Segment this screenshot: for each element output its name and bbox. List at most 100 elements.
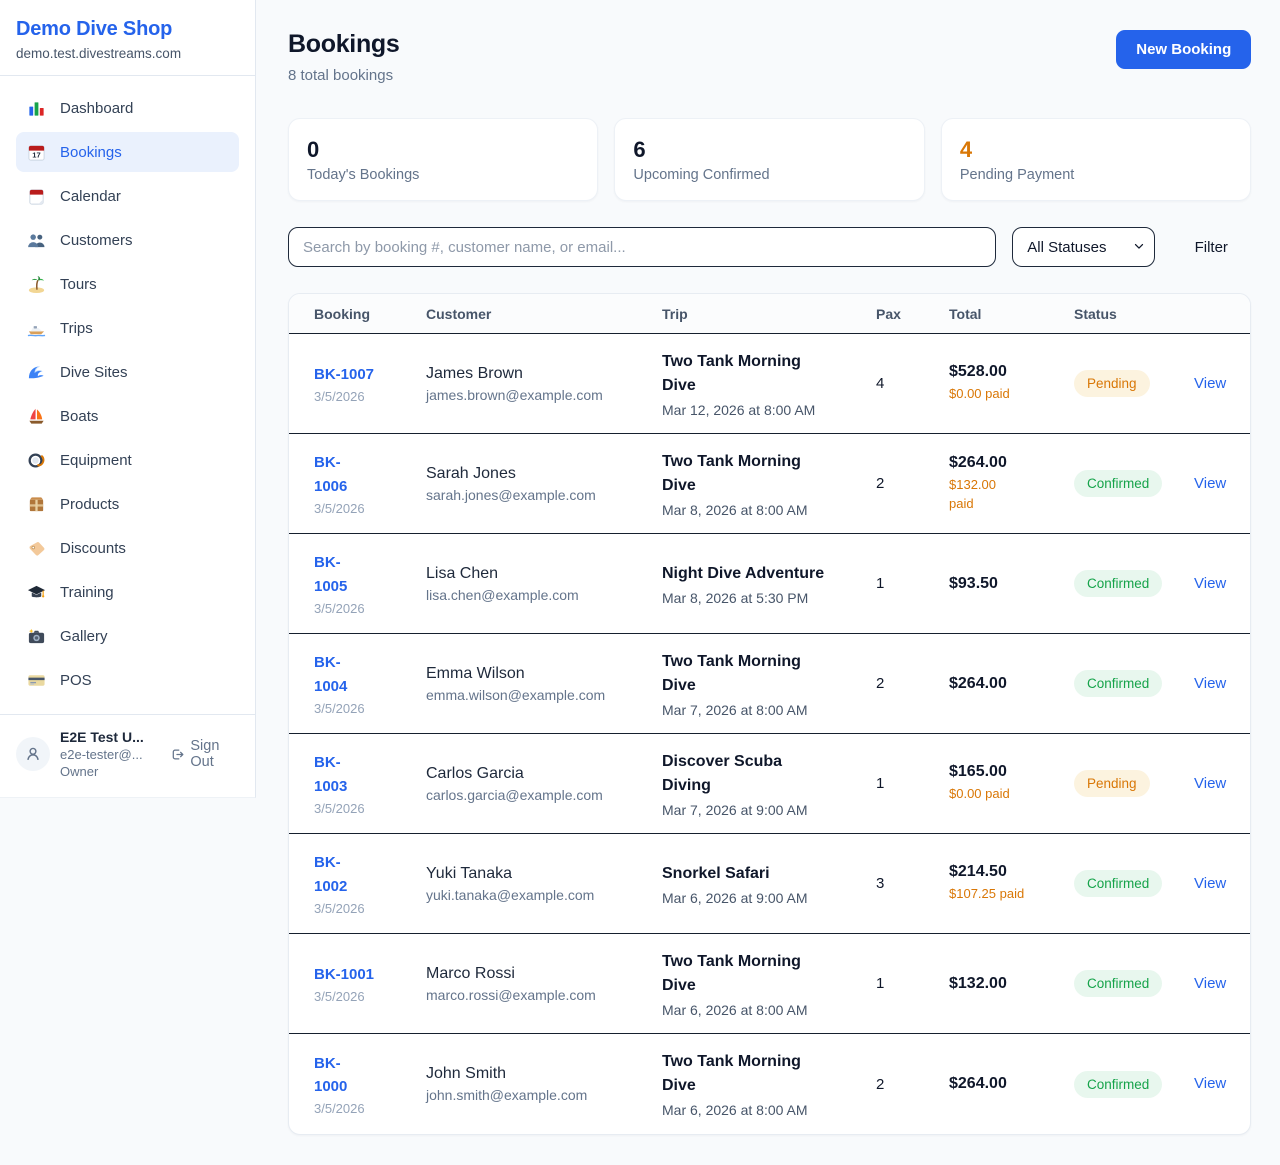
sidebar-item-calendar[interactable]: Calendar — [16, 176, 239, 216]
sidebar-item-gallery[interactable]: Gallery — [16, 616, 239, 656]
brand-title[interactable]: Demo Dive Shop — [16, 18, 173, 40]
booking-number-link[interactable]: BK- 1000 — [314, 1054, 348, 1095]
status-cell: Confirmed — [1074, 1070, 1194, 1098]
trip-datetime: Mar 8, 2026 at 8:00 AM — [662, 501, 808, 518]
booking-number-link[interactable]: BK-1001 — [314, 965, 375, 983]
view-link[interactable]: View — [1194, 374, 1227, 392]
view-link[interactable]: View — [1194, 574, 1227, 592]
sidebar-item-products[interactable]: Products — [16, 484, 239, 524]
booking-created-date: 3/5/2026 — [314, 900, 365, 916]
sidebar-item-training[interactable]: Training — [16, 572, 239, 612]
user-name: E2E Test U... — [60, 729, 144, 745]
booking-created-date: 3/5/2026 — [314, 500, 365, 516]
sidebar-item-dashboard[interactable]: Dashboard — [16, 88, 239, 128]
brand-block: Demo Dive Shop demo.test.divestreams.com — [0, 0, 255, 76]
sidebar-item-label: Dashboard — [60, 99, 134, 117]
customer-name: James Brown — [426, 364, 523, 382]
customer-name: Lisa Chen — [426, 564, 499, 582]
trip-datetime: Mar 6, 2026 at 8:00 AM — [662, 1001, 808, 1018]
status-cell: Confirmed — [1074, 570, 1194, 597]
status-select[interactable]: All Statuses — [1012, 227, 1156, 267]
pax-count: 2 — [876, 675, 885, 692]
user-email: e2e-tester@... — [60, 747, 143, 762]
booking-created-date: 3/5/2026 — [314, 600, 365, 616]
table-row: BK-1007 3/5/2026 James Brown james.brown… — [289, 334, 1251, 434]
view-link[interactable]: View — [1194, 474, 1227, 492]
actions-cell: View — [1194, 875, 1226, 893]
trip-name: Two Tank Morning Dive — [662, 452, 801, 494]
view-link[interactable]: View — [1194, 774, 1227, 792]
actions-cell: View — [1194, 1075, 1226, 1093]
sidebar-item-label: Dive Sites — [60, 363, 128, 381]
total-amount: $214.50 — [949, 863, 1007, 881]
view-link[interactable]: View — [1194, 974, 1227, 992]
customer-email: emma.wilson@example.com — [426, 686, 606, 703]
total-cell: $264.00 — [949, 675, 1074, 693]
table-row: BK- 1000 3/5/2026 John Smith john.smith@… — [289, 1034, 1250, 1134]
customer-email: carlos.garcia@example.com — [426, 786, 603, 803]
view-link[interactable]: View — [1194, 874, 1227, 892]
page-title: Bookings — [288, 30, 400, 58]
status-cell: Pending — [1074, 370, 1194, 397]
customer-name: Marco Rossi — [426, 964, 515, 982]
filter-button[interactable]: Filter — [1171, 239, 1251, 256]
new-booking-button[interactable]: New Booking — [1116, 30, 1252, 69]
actions-cell: View — [1194, 675, 1226, 693]
actions-cell: View — [1194, 775, 1226, 793]
total-amount: $132.00 — [949, 974, 1007, 992]
booking-created-date: 3/5/2026 — [314, 800, 365, 816]
sidebar-item-bookings[interactable]: 17 Bookings — [16, 132, 239, 172]
booking-number-link[interactable]: BK- 1003 — [314, 754, 348, 795]
sidebar-item-dive-sites[interactable]: Dive Sites — [16, 352, 239, 392]
trip-name: Night Dive Adventure — [662, 564, 825, 582]
sidebar-item-label: POS — [60, 671, 92, 689]
customer-name: Carlos Garcia — [426, 764, 524, 782]
status-badge: Confirmed — [1074, 870, 1163, 897]
status-select-wrap: All Statuses — [1012, 227, 1156, 267]
trip-name: Snorkel Safari — [662, 864, 770, 882]
sidebar-item-label: Calendar — [60, 187, 121, 205]
sign-out-button[interactable]: Sign Out — [170, 738, 239, 770]
booking-cell: BK- 1005 3/5/2026 — [314, 551, 426, 616]
sidebar-item-customers[interactable]: Customers — [16, 220, 239, 260]
sidebar-item-boats[interactable]: Boats — [16, 396, 239, 436]
stat-label: Upcoming Confirmed — [633, 167, 770, 183]
sidebar-item-discounts[interactable]: Discounts — [16, 528, 239, 568]
pax-count: 2 — [876, 475, 885, 492]
booking-number-link[interactable]: BK- 1002 — [314, 854, 348, 895]
table-row: BK- 1006 3/5/2026 Sarah Jones sarah.jone… — [289, 434, 1251, 534]
total-amount: $93.50 — [949, 574, 998, 592]
total-cell: $264.00 — [949, 1075, 1074, 1093]
table-header-row: Booking Customer Trip Pax Total Status — [289, 294, 1251, 334]
sidebar-item-label: Discounts — [60, 539, 126, 557]
paid-amount: $132.00 paid — [949, 476, 996, 512]
booking-number-link[interactable]: BK-1007 — [314, 365, 375, 383]
table-row: BK- 1003 3/5/2026 Carlos Garcia carlos.g… — [289, 734, 1251, 834]
customer-name: Sarah Jones — [426, 464, 516, 482]
table-row: BK- 1004 3/5/2026 Emma Wilson emma.wilso… — [289, 634, 1251, 734]
sidebar-item-tours[interactable]: Tours — [16, 264, 239, 304]
page-subtitle: 8 total bookings — [288, 67, 394, 84]
booking-number-link[interactable]: BK- 1004 — [314, 654, 348, 695]
total-cell: $165.00 $0.00 paid — [949, 763, 1074, 804]
sidebar-item-pos[interactable]: POS — [16, 660, 239, 700]
customer-name: John Smith — [426, 1065, 507, 1082]
sidebar-item-trips[interactable]: Trips — [16, 308, 239, 348]
view-link[interactable]: View — [1194, 674, 1227, 692]
sidebar-item-equipment[interactable]: Equipment — [16, 440, 239, 480]
customer-cell: James Brown james.brown@example.com — [426, 365, 662, 403]
search-input[interactable] — [288, 227, 997, 267]
booking-number-link[interactable]: BK- 1006 — [314, 454, 348, 495]
booking-number-link[interactable]: BK- 1005 — [314, 554, 348, 595]
actions-cell: View — [1194, 975, 1226, 993]
status-cell: Confirmed — [1074, 970, 1194, 997]
stats-row: 0 Today's Bookings 6 Upcoming Confirmed … — [288, 118, 1252, 201]
pax-count: 1 — [876, 575, 885, 592]
credit-card-icon — [26, 670, 46, 690]
customer-cell: John Smith john.smith@example.com — [426, 1065, 662, 1103]
trip-cell: Discover Scuba Diving Mar 7, 2026 at 9:0… — [662, 750, 876, 818]
view-link[interactable]: View — [1194, 1075, 1227, 1092]
sidebar-item-label: Bookings — [60, 143, 122, 161]
table-row: BK- 1005 3/5/2026 Lisa Chen lisa.chen@ex… — [289, 534, 1251, 634]
customer-email: john.smith@example.com — [426, 1087, 588, 1103]
